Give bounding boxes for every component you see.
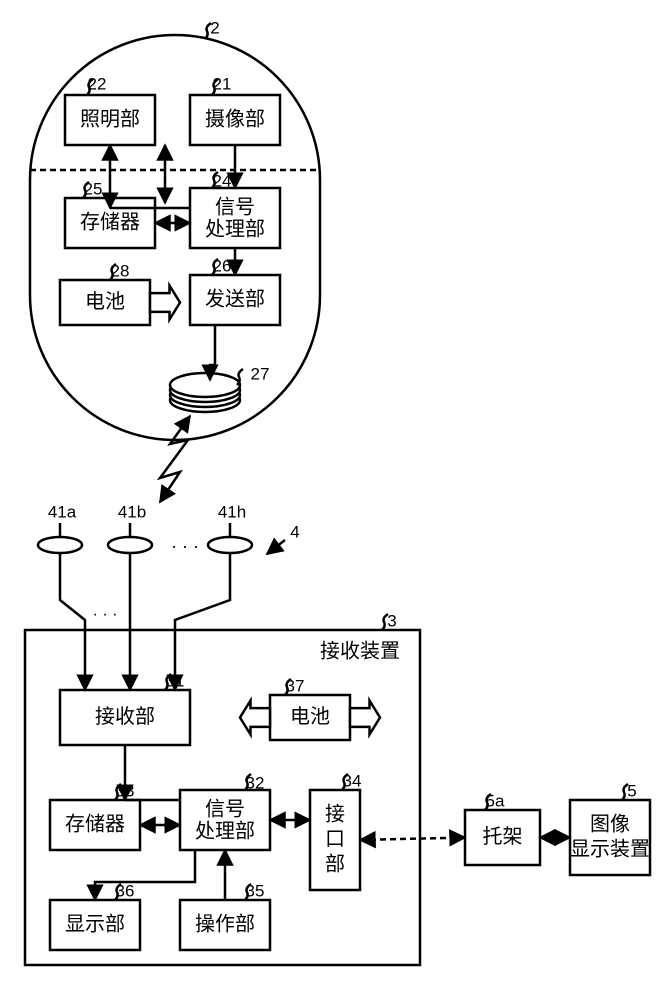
sigproc-ref: 24 (213, 171, 232, 190)
op-ref: 35 (246, 881, 265, 900)
label: 电池 (85, 290, 125, 313)
antgroup-leader (267, 540, 285, 554)
if-ref: 34 (343, 771, 362, 790)
antgroup-ref: 4 (290, 522, 299, 541)
cap-antenna-ref: 27 (251, 364, 270, 383)
label: 部 (325, 852, 345, 875)
arr-tx-ant (210, 325, 215, 380)
label: 电池 (290, 705, 330, 728)
disp-ref: 36 (116, 881, 135, 900)
label: 口 (325, 828, 345, 850)
label: 显示部 (65, 912, 125, 935)
label: 接收部 (95, 705, 155, 728)
label: 照明部 (80, 107, 140, 130)
capsule-ref: 2 (210, 18, 219, 37)
ant-41a (38, 537, 82, 553)
ant-ref-41b: 41b (118, 502, 146, 521)
label: 存储器 (80, 210, 140, 233)
label: 处理部 (205, 217, 265, 240)
receiver-ref: 3 (387, 611, 396, 630)
label: 处理部 (195, 819, 255, 842)
rx-in-dots: · · · (93, 606, 118, 623)
tx-ref: 26 (213, 256, 232, 275)
ant-41b (108, 537, 152, 553)
sigproc2-ref: 32 (246, 773, 265, 792)
capsule-antenna-disc (170, 373, 240, 397)
imaging-ref: 21 (213, 74, 232, 93)
ant-ref-41h: 41h (218, 502, 246, 521)
ant-41h (208, 537, 252, 553)
label: 摄像部 (205, 107, 265, 130)
memory-ref: 25 (84, 179, 103, 198)
wireless-zigzag (160, 416, 190, 502)
label: 图像 (590, 812, 630, 835)
label: 操作部 (195, 912, 255, 935)
label: 显示装置 (570, 837, 650, 860)
batt-ref: 37 (286, 676, 305, 695)
label: 托架 (483, 825, 523, 848)
label: 发送部 (205, 287, 265, 310)
label: 接 (325, 802, 345, 825)
receiver-title: 接收装置 (320, 639, 400, 662)
battery-out-arrow (150, 286, 180, 320)
cap-antenna-leader (237, 369, 243, 385)
illum-ref: 22 (88, 74, 107, 93)
label: 信号 (205, 797, 245, 820)
display-ref: 5 (627, 781, 636, 800)
cradle-ref: 5a (486, 791, 505, 810)
battery-ref: 28 (111, 261, 130, 280)
label: 信号 (215, 195, 255, 218)
ant-ref-41a: 41a (48, 502, 77, 521)
ant-dots: · · · (171, 536, 199, 556)
label: 存储器 (65, 812, 125, 835)
